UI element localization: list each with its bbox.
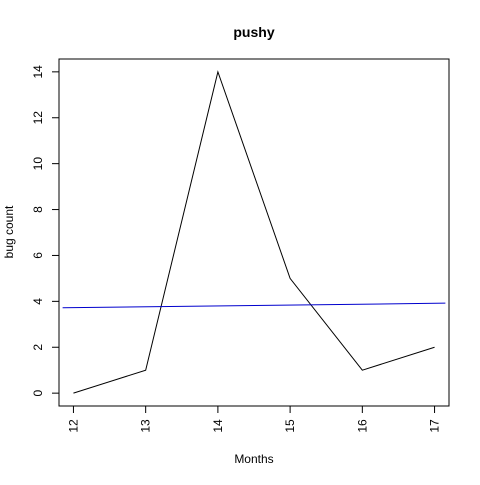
y-tick-label: 6 bbox=[31, 252, 45, 259]
y-tick-label: 14 bbox=[31, 65, 45, 79]
x-tick-label: 13 bbox=[139, 419, 153, 433]
x-tick-label: 15 bbox=[283, 419, 297, 433]
series-layer bbox=[62, 70, 446, 394]
series-line-0 bbox=[73, 70, 435, 394]
chart-title: pushy bbox=[233, 24, 274, 40]
y-axis: 0 2 4 6 8 10 12 14 bbox=[31, 65, 60, 396]
x-tick-label: 16 bbox=[355, 419, 369, 433]
y-tick-label: 4 bbox=[31, 298, 45, 305]
y-axis-label: bug count bbox=[2, 205, 16, 258]
y-tick-label: 2 bbox=[31, 344, 45, 351]
x-axis-label: Months bbox=[234, 452, 273, 466]
x-tick-label: 17 bbox=[428, 419, 442, 433]
trend-line bbox=[62, 302, 446, 309]
x-axis: 12 13 14 15 16 17 bbox=[66, 405, 442, 433]
x-tick-label: 14 bbox=[211, 419, 225, 433]
y-tick-label: 0 bbox=[31, 389, 45, 396]
plot-frame bbox=[58, 58, 450, 407]
y-tick-label: 12 bbox=[31, 111, 45, 125]
y-tick-label: 8 bbox=[31, 206, 45, 213]
y-tick-label: 10 bbox=[31, 157, 45, 171]
x-tick-label: 12 bbox=[66, 419, 80, 433]
